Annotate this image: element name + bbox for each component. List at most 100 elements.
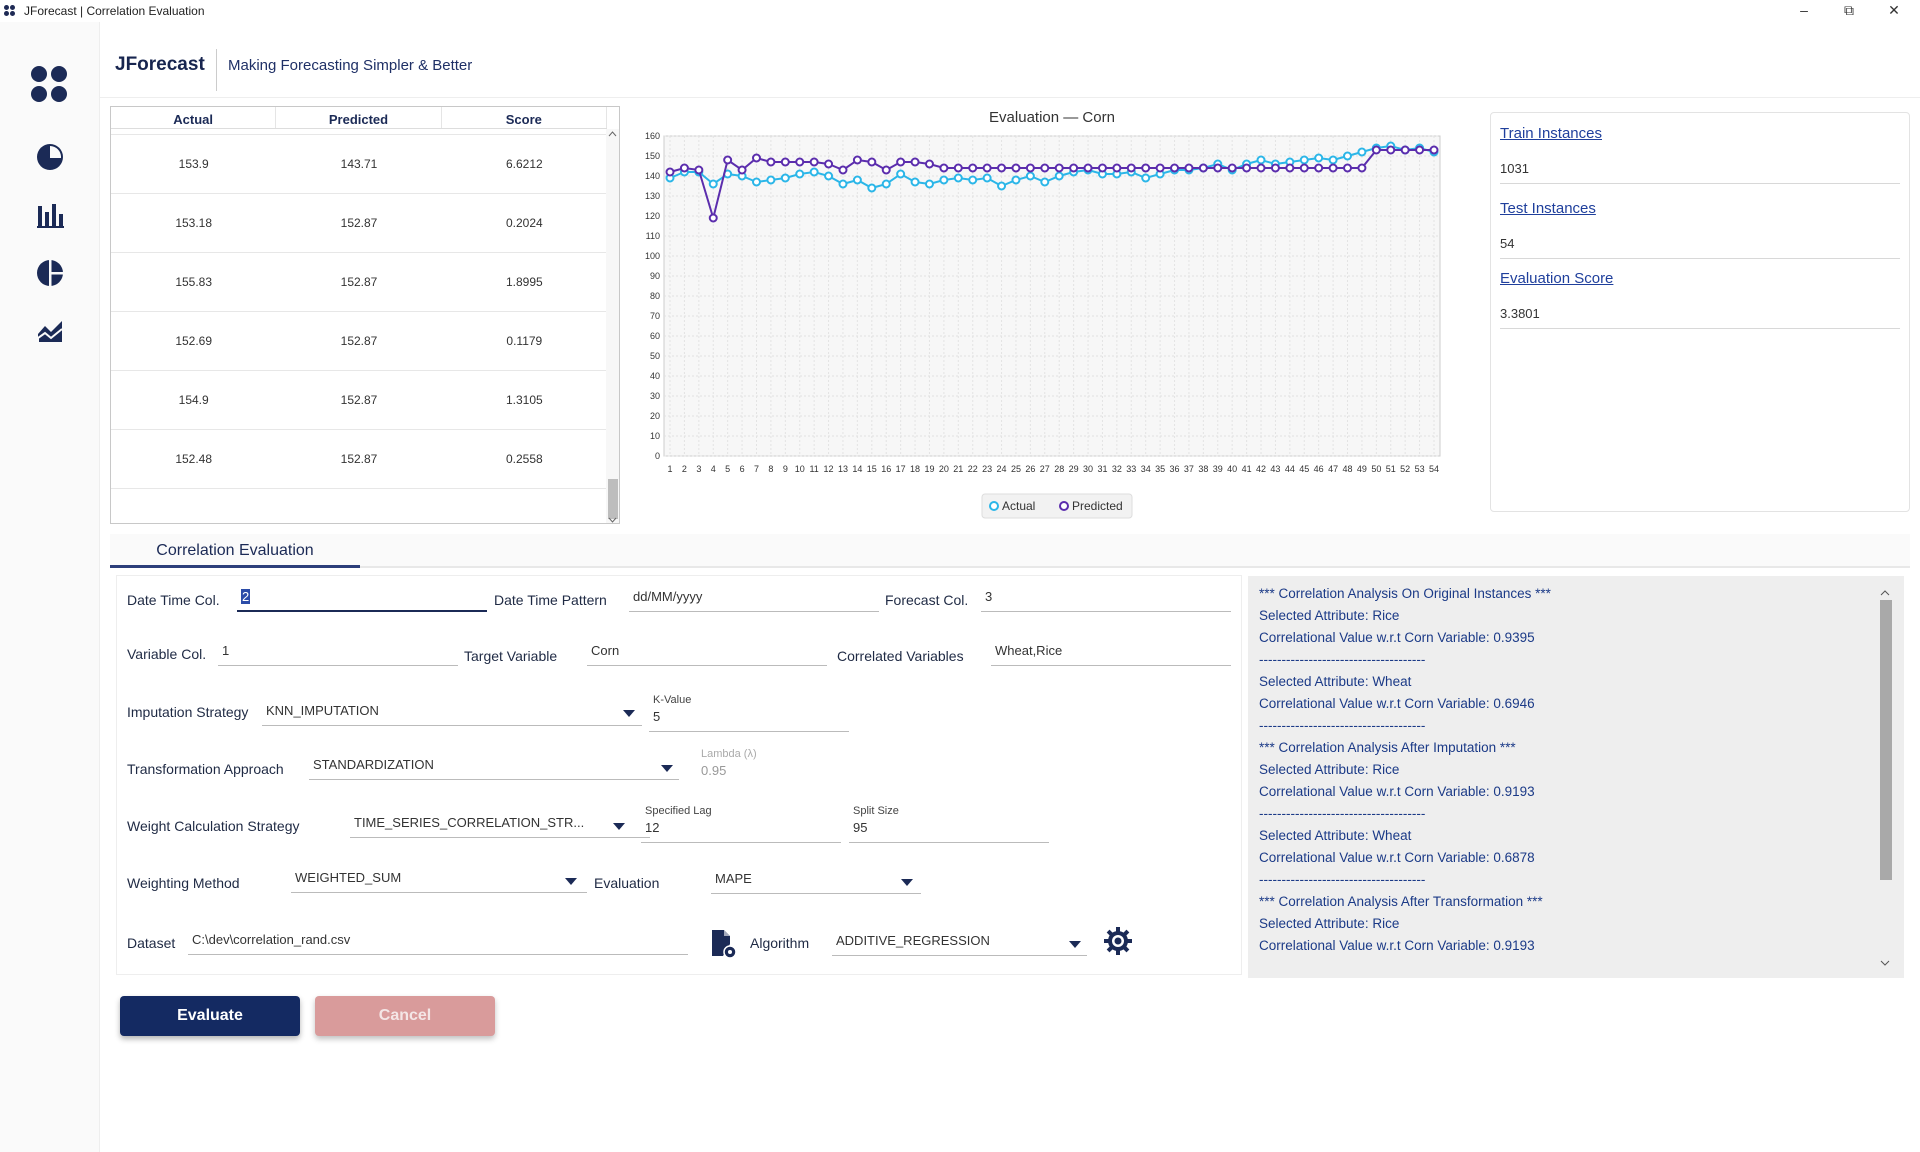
table-row[interactable]: 153.9 143.71 6.6212 bbox=[111, 135, 607, 194]
table-row[interactable]: 152.48 152.87 0.2558 bbox=[111, 430, 607, 489]
gear-icon[interactable] bbox=[1103, 926, 1133, 956]
data-point-actual[interactable] bbox=[1011, 175, 1021, 185]
data-point-predicted[interactable] bbox=[1343, 163, 1353, 173]
data-point-predicted[interactable] bbox=[1357, 163, 1367, 173]
chevron-down-icon[interactable] bbox=[901, 879, 913, 886]
minimize-button[interactable]: – bbox=[1800, 2, 1808, 18]
chevron-down-icon[interactable] bbox=[1878, 958, 1892, 968]
data-point-actual[interactable] bbox=[1343, 151, 1353, 161]
data-point-predicted[interactable] bbox=[1270, 163, 1280, 173]
data-point-actual[interactable] bbox=[1314, 153, 1324, 163]
evaluate-button[interactable]: Evaluate bbox=[120, 996, 300, 1036]
chevron-down-icon[interactable] bbox=[606, 515, 619, 524]
data-point-predicted[interactable] bbox=[1314, 163, 1324, 173]
pie-chart-icon[interactable] bbox=[35, 142, 65, 172]
data-point-predicted[interactable] bbox=[1126, 163, 1136, 173]
data-point-predicted[interactable] bbox=[1097, 163, 1107, 173]
specified-lag-input[interactable]: 12 bbox=[641, 817, 841, 843]
data-point-actual[interactable] bbox=[1299, 155, 1309, 165]
data-point-predicted[interactable] bbox=[766, 157, 776, 167]
data-point-predicted[interactable] bbox=[1025, 163, 1035, 173]
data-point-predicted[interactable] bbox=[737, 165, 747, 175]
data-point-predicted[interactable] bbox=[708, 213, 718, 223]
train-instances-link[interactable]: Train Instances bbox=[1500, 125, 1602, 142]
table-scrollbar[interactable] bbox=[606, 129, 619, 524]
chevron-down-icon[interactable] bbox=[565, 878, 577, 885]
data-point-actual[interactable] bbox=[924, 179, 934, 189]
split-size-input[interactable]: 95 bbox=[849, 817, 1049, 843]
chevron-up-icon[interactable] bbox=[1878, 588, 1892, 598]
data-point-predicted[interactable] bbox=[1415, 145, 1425, 155]
data-point-actual[interactable] bbox=[780, 173, 790, 183]
table-scroll-thumb[interactable] bbox=[608, 479, 618, 519]
data-point-predicted[interactable] bbox=[881, 165, 891, 175]
data-point-predicted[interactable] bbox=[679, 163, 689, 173]
data-point-actual[interactable] bbox=[1256, 155, 1266, 165]
data-point-predicted[interactable] bbox=[1227, 163, 1237, 173]
data-point-actual[interactable] bbox=[867, 183, 877, 193]
data-point-predicted[interactable] bbox=[910, 157, 920, 167]
data-point-predicted[interactable] bbox=[1429, 145, 1439, 155]
data-point-actual[interactable] bbox=[997, 181, 1007, 191]
data-point-predicted[interactable] bbox=[1040, 163, 1050, 173]
data-point-predicted[interactable] bbox=[1198, 163, 1208, 173]
data-point-actual[interactable] bbox=[708, 179, 718, 189]
data-point-predicted[interactable] bbox=[1299, 163, 1309, 173]
data-point-predicted[interactable] bbox=[1083, 163, 1093, 173]
data-point-predicted[interactable] bbox=[1213, 163, 1223, 173]
date-time-col-input[interactable]: 2 bbox=[237, 586, 487, 612]
data-point-predicted[interactable] bbox=[780, 157, 790, 167]
data-point-actual[interactable] bbox=[852, 175, 862, 185]
data-point-predicted[interactable] bbox=[1242, 163, 1252, 173]
data-point-actual[interactable] bbox=[939, 175, 949, 185]
imputation-strategy-select[interactable]: KNN_IMPUTATION bbox=[262, 700, 642, 726]
data-point-predicted[interactable] bbox=[751, 153, 761, 163]
data-point-predicted[interactable] bbox=[1112, 163, 1122, 173]
data-point-actual[interactable] bbox=[766, 175, 776, 185]
data-point-actual[interactable] bbox=[838, 179, 848, 189]
legend-label-actual[interactable]: Actual bbox=[1002, 499, 1035, 513]
data-point-predicted[interactable] bbox=[924, 159, 934, 169]
table-row[interactable]: 152.69 152.87 0.1179 bbox=[111, 312, 607, 371]
data-point-predicted[interactable] bbox=[1285, 163, 1295, 173]
evaluation-select[interactable]: MAPE bbox=[711, 868, 921, 894]
table-row[interactable]: 153.18 152.87 0.2024 bbox=[111, 194, 607, 253]
chevron-up-icon[interactable] bbox=[606, 129, 619, 139]
app-logo-icon[interactable] bbox=[31, 66, 67, 102]
legend-label-predicted[interactable]: Predicted bbox=[1072, 499, 1123, 513]
bar-chart-icon[interactable] bbox=[35, 200, 65, 230]
data-point-predicted[interactable] bbox=[1011, 163, 1021, 173]
data-point-predicted[interactable] bbox=[1069, 163, 1079, 173]
data-point-predicted[interactable] bbox=[1155, 163, 1165, 173]
data-point-actual[interactable] bbox=[982, 173, 992, 183]
data-point-actual[interactable] bbox=[910, 177, 920, 187]
data-point-predicted[interactable] bbox=[809, 157, 819, 167]
data-point-predicted[interactable] bbox=[1141, 163, 1151, 173]
log-scrollbar[interactable] bbox=[1878, 590, 1892, 966]
data-point-predicted[interactable] bbox=[939, 163, 949, 173]
data-point-predicted[interactable] bbox=[852, 155, 862, 165]
data-point-predicted[interactable] bbox=[1054, 163, 1064, 173]
chevron-down-icon[interactable] bbox=[661, 765, 673, 772]
log-scroll-thumb[interactable] bbox=[1880, 600, 1892, 880]
data-point-predicted[interactable] bbox=[795, 157, 805, 167]
data-point-predicted[interactable] bbox=[953, 163, 963, 173]
weighting-method-select[interactable]: WEIGHTED_SUM bbox=[291, 867, 587, 893]
variable-col-input[interactable]: 1 bbox=[218, 640, 458, 666]
chevron-down-icon[interactable] bbox=[623, 710, 635, 717]
k-value-input[interactable]: 5 bbox=[649, 706, 849, 732]
data-point-predicted[interactable] bbox=[982, 163, 992, 173]
data-point-predicted[interactable] bbox=[824, 159, 834, 169]
data-point-predicted[interactable] bbox=[896, 157, 906, 167]
data-point-actual[interactable] bbox=[881, 179, 891, 189]
evaluation-score-link[interactable]: Evaluation Score bbox=[1500, 270, 1614, 287]
file-settings-icon[interactable] bbox=[709, 928, 739, 960]
correlated-variables-input[interactable]: Wheat,Rice bbox=[991, 640, 1231, 666]
data-point-actual[interactable] bbox=[824, 171, 834, 181]
data-point-predicted[interactable] bbox=[694, 165, 704, 175]
data-point-predicted[interactable] bbox=[1328, 163, 1338, 173]
data-point-predicted[interactable] bbox=[1256, 163, 1266, 173]
data-point-actual[interactable] bbox=[1025, 171, 1035, 181]
data-point-actual[interactable] bbox=[1040, 177, 1050, 187]
data-point-predicted[interactable] bbox=[1386, 145, 1396, 155]
